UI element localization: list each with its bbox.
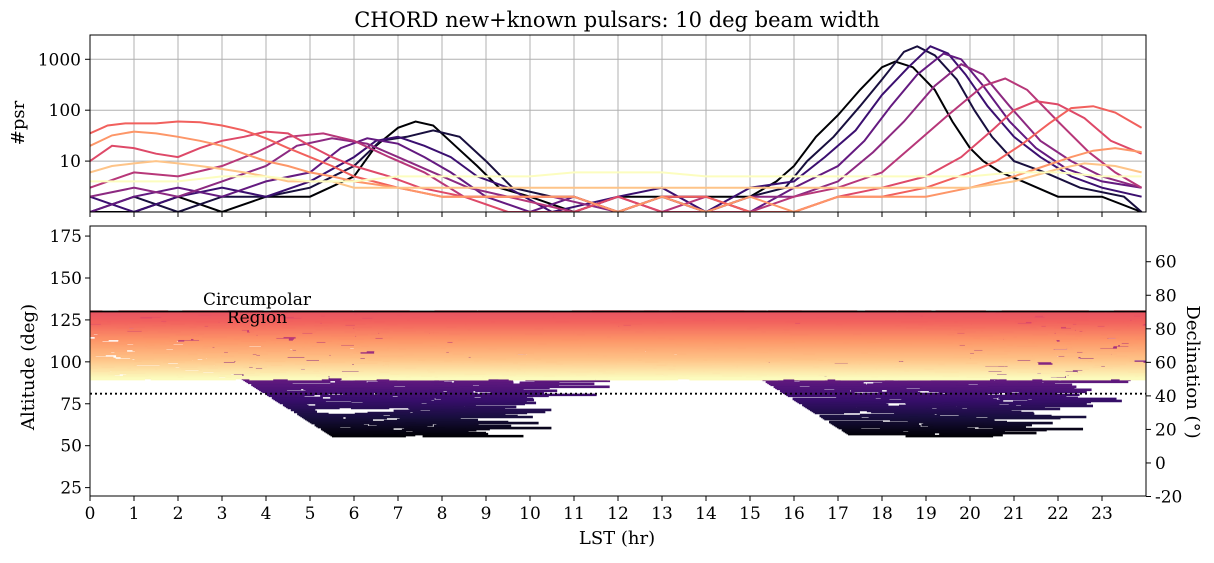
top-y-tick-label: 100 [49, 101, 81, 121]
x-axis-label: LST (hr) [579, 528, 655, 549]
right-y-tick-label: 60 [1155, 253, 1177, 273]
heatmap-segments [90, 310, 1146, 438]
bottom-left-y-ticks: 25 50 75 100 125 150 175 [50, 227, 90, 499]
series-line-8 [90, 130, 1142, 212]
top-y-tick-label: 1000 [38, 50, 81, 70]
x-tick-label: 9 [481, 504, 492, 524]
left-y-tick-label: 50 [60, 437, 82, 457]
top-series-lines [90, 45, 1143, 212]
reference-lines [90, 310, 1146, 395]
x-tick-label: 4 [261, 504, 272, 524]
right-y-tick-label: 20 [1155, 420, 1177, 440]
x-tick-label: 6 [349, 504, 360, 524]
bottom-y-axis-label: Altitude (deg) [18, 304, 39, 431]
right-y-tick-label: 60 [1155, 353, 1177, 373]
series-line-1 [90, 45, 1143, 212]
series-line-9 [90, 160, 1142, 189]
left-y-tick-label: 25 [60, 479, 82, 499]
circumpolar-label-line2: Region [227, 308, 287, 328]
left-y-tick-label: 100 [50, 353, 82, 373]
top-x-ticks [89, 212, 1103, 217]
series-line-5 [90, 77, 1143, 212]
series-line-6 [90, 100, 1142, 212]
right-y-tick-label: 80 [1155, 320, 1177, 340]
right-y-tick-label: -20 [1155, 488, 1182, 508]
x-tick-label: 1 [129, 504, 140, 524]
x-tick-label: 13 [651, 504, 673, 524]
right-y-tick-label: 40 [1155, 387, 1177, 407]
figure-title: CHORD new+known pulsars: 10 deg beam wid… [354, 8, 880, 32]
x-tick-label: 17 [827, 504, 849, 524]
right-y-tick-label: 80 [1155, 286, 1177, 306]
left-y-tick-label: 75 [60, 395, 82, 415]
x-tick-label: 5 [305, 504, 316, 524]
top-panel: 10 100 1000 #psr [8, 34, 1147, 217]
top-y-tick-label: 10 [59, 152, 81, 172]
bottom-x-ticks: 0 1 2 3 4 5 6 7 8 9 10 11 12 13 14 15 16 17 18 19 20 21 22 23 [85, 496, 1113, 524]
x-tick-label: 21 [1003, 504, 1025, 524]
x-tick-label: 11 [563, 504, 585, 524]
x-tick-label: 19 [915, 504, 937, 524]
bottom-right-y-axis-label: Declination (°) [1182, 305, 1203, 438]
bottom-frame [89, 225, 1147, 497]
x-tick-label: 16 [783, 504, 805, 524]
x-tick-label: 8 [437, 504, 448, 524]
bottom-right-y-ticks: -20 0 20 40 60 80 80 60 [1146, 253, 1182, 508]
left-y-tick-label: 175 [50, 227, 82, 247]
x-tick-label: 10 [519, 504, 541, 524]
x-tick-label: 2 [173, 504, 184, 524]
left-y-tick-label: 150 [50, 269, 82, 289]
x-tick-label: 14 [695, 504, 717, 524]
x-tick-label: 18 [871, 504, 893, 524]
x-tick-label: 3 [217, 504, 228, 524]
top-y-axis-label: #psr [8, 100, 29, 145]
x-tick-label: 15 [739, 504, 761, 524]
series-line-2 [90, 45, 1142, 212]
x-tick-label: 20 [959, 504, 981, 524]
x-tick-label: 0 [85, 504, 96, 524]
right-y-tick-label: 0 [1155, 454, 1166, 474]
top-y-ticks: 10 100 1000 [38, 50, 90, 172]
bottom-panel: 0 1 2 3 4 5 6 7 8 9 10 11 12 13 14 15 16 17 18 19 20 21 22 23 2… [18, 225, 1203, 549]
x-tick-label: 22 [1047, 504, 1069, 524]
x-tick-label: 7 [393, 504, 404, 524]
series-line-10 [90, 171, 1142, 183]
left-y-tick-label: 125 [50, 311, 82, 331]
x-tick-label: 23 [1091, 504, 1113, 524]
circumpolar-label-line1: Circumpolar [203, 290, 312, 310]
x-tick-label: 12 [607, 504, 629, 524]
top-frame [89, 34, 1147, 213]
